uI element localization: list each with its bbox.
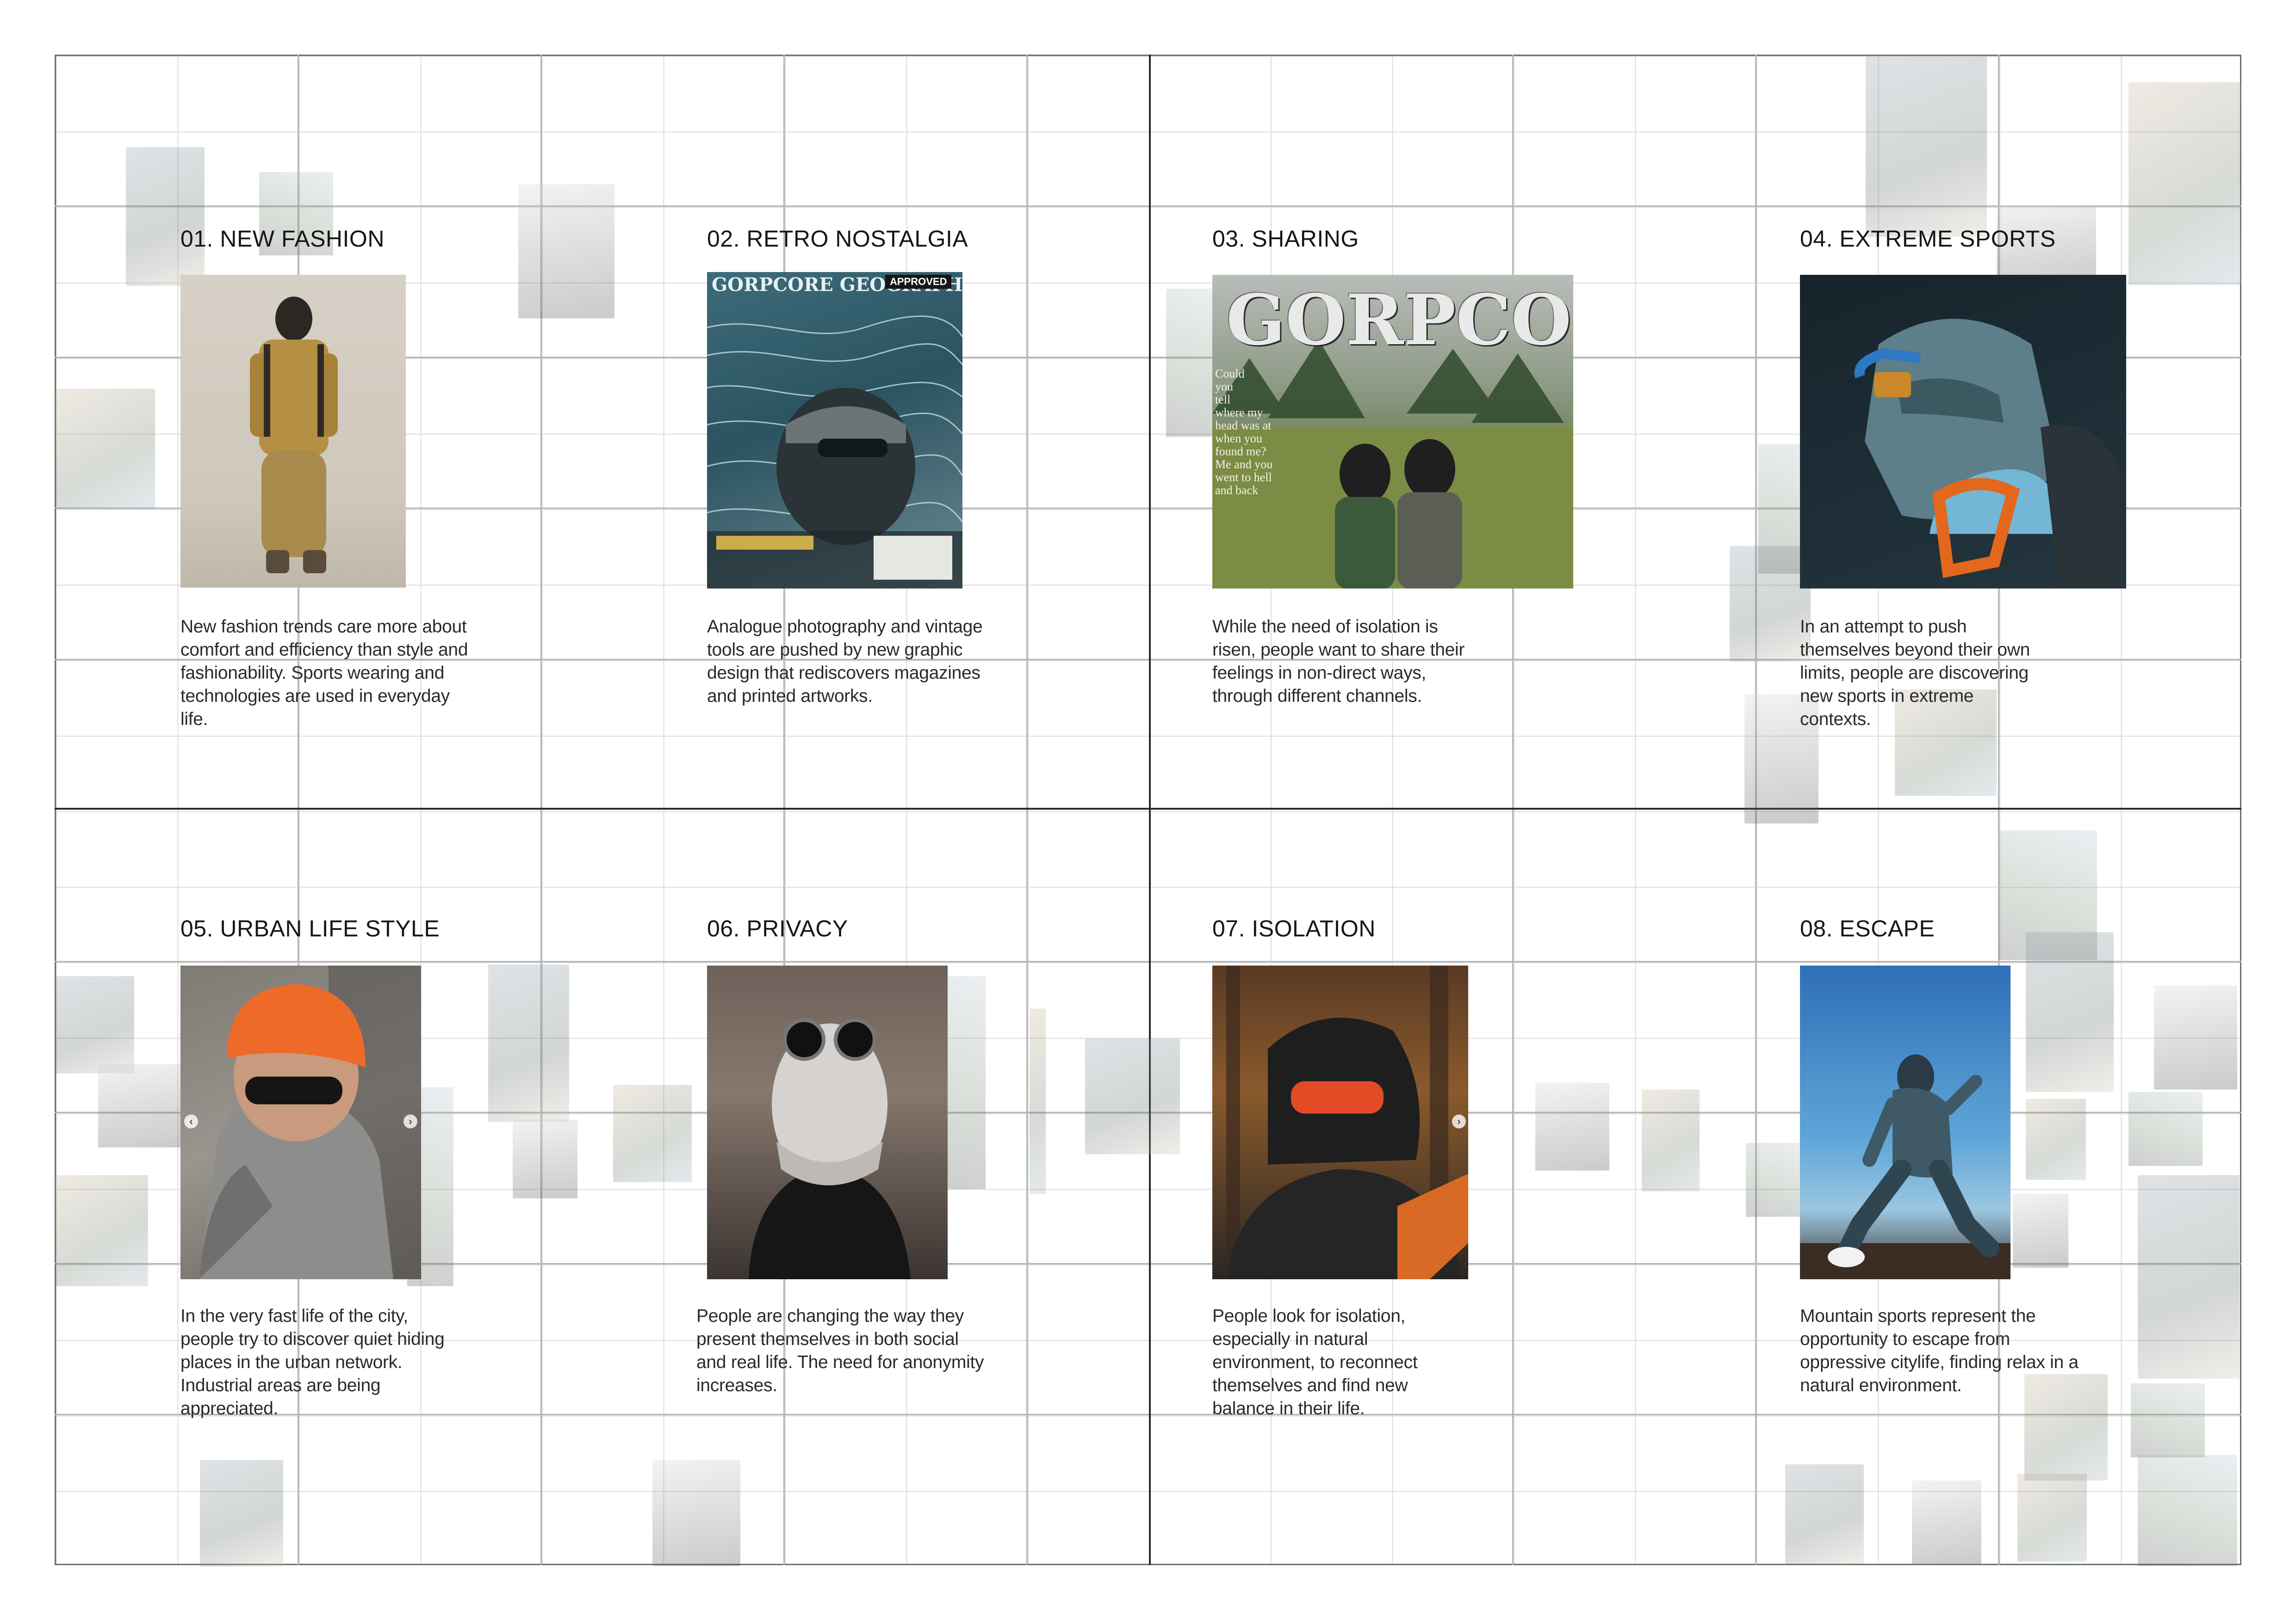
background-photo (2128, 1092, 2203, 1166)
grid-line (540, 55, 542, 1565)
background-photo (652, 1460, 740, 1566)
spread-divider-horizontal (55, 808, 2241, 810)
background-photo (200, 1460, 283, 1567)
carousel-prev-icon[interactable]: ‹ (184, 1115, 198, 1128)
beanie-portrait-icon (199, 966, 421, 1279)
grid-line (55, 1112, 2241, 1113)
background-photo (1895, 689, 1997, 796)
section-description: In an attempt to push themselves beyond … (1800, 617, 2030, 729)
background-photo (488, 965, 569, 1122)
section-description: New fashion trends care more about comfo… (180, 617, 468, 729)
climber-hood-icon (1854, 319, 2119, 588)
background-photo (2128, 82, 2241, 285)
background-photo (513, 1120, 577, 1198)
background-photo (2026, 1099, 2086, 1180)
running-figure-icon (1800, 1054, 2011, 1279)
topographic-lines-icon (707, 315, 962, 588)
new-fashion-photo (180, 275, 406, 588)
section-title: 03. SHARING (1212, 226, 1359, 252)
grid-line (1755, 55, 1756, 1565)
section-title: 06. PRIVACY (707, 916, 848, 942)
grid-line (55, 1414, 2241, 1415)
grid-line (55, 659, 2241, 660)
background-photo (2154, 985, 2237, 1090)
background-photo (613, 1085, 692, 1182)
poster-headline: GORPCORE (1226, 279, 1573, 361)
background-photo (126, 147, 205, 286)
background-photo (1746, 1143, 1801, 1217)
grid-line (55, 357, 2241, 358)
carousel-next-icon[interactable]: › (1452, 1115, 1466, 1128)
background-photo (1730, 546, 1811, 662)
section-title: 02. RETRO NOSTALGIA (707, 226, 968, 252)
grid-line (1512, 55, 1514, 1565)
isolation-photo: › (1212, 966, 1468, 1279)
background-photo (98, 1064, 181, 1147)
section-title: 08. ESCAPE (1800, 916, 1935, 942)
sharing-poster: GORPCORE Could you tell where my head wa… (1212, 275, 1573, 588)
background-photo (2013, 1194, 2068, 1268)
background-photo (1785, 1464, 1864, 1564)
privacy-photo (707, 966, 948, 1279)
background-photo (2138, 1175, 2240, 1379)
background-photo (1866, 56, 1987, 237)
model-figure-icon (250, 297, 338, 573)
urban-life-photo: ‹ › (180, 966, 421, 1279)
section-title: 05. URBAN LIFE STYLE (180, 916, 440, 942)
grid-line (298, 55, 299, 1565)
landscape-figures-icon (1212, 340, 1573, 588)
background-photo (1744, 694, 1818, 824)
extreme-sports-photo (1800, 275, 2126, 588)
background-photo (2026, 932, 2114, 1092)
section-title: 07. ISOLATION (1212, 916, 1376, 942)
background-photo (1912, 1481, 1981, 1564)
background-photo (2131, 1383, 2205, 1457)
background-photo (56, 389, 155, 509)
approved-badge: APPROVED (885, 275, 952, 289)
grid-line (783, 55, 785, 1565)
background-photo (1535, 1083, 1609, 1171)
background-photo (2024, 1374, 2108, 1481)
background-photo (259, 172, 333, 255)
background-photo (1997, 205, 2096, 286)
background-photo (1642, 1090, 1700, 1191)
spread-divider-vertical (1149, 55, 1151, 1565)
grid-line (1026, 55, 1028, 1565)
section-description: Analogue photography and vintage tools a… (707, 617, 983, 706)
grid-line (55, 1263, 2241, 1264)
background-photo (1030, 1009, 1046, 1194)
background-photo (1999, 830, 2097, 960)
hooded-figure-icon (1226, 966, 1468, 1279)
grid-line (1998, 55, 1999, 1565)
background-photo (518, 184, 614, 318)
grid-line (55, 961, 2241, 962)
grid-line (55, 205, 2241, 207)
section-title: 04. EXTREME SPORTS (1800, 226, 2056, 252)
section-description: People are changing the way they present… (696, 1306, 984, 1395)
carousel-next-icon[interactable]: › (403, 1115, 417, 1128)
grid-line (55, 508, 2241, 509)
poster-poem: Could you tell where my head was at when… (1215, 367, 1273, 497)
section-description: Mountain sports represent the opportunit… (1800, 1306, 2079, 1395)
background-photo (1085, 1039, 1180, 1154)
section-description: While the need of isolation is risen, pe… (1212, 617, 1465, 706)
escape-photo (1800, 966, 2011, 1279)
background-photo (1166, 289, 1217, 437)
section-description: In the very fast life of the city, peopl… (180, 1306, 445, 1419)
background-photo (56, 976, 134, 1073)
background-photo (2017, 1474, 2087, 1561)
section-title: 01. NEW FASHION (180, 226, 385, 252)
goggles-mask-icon (749, 1018, 911, 1279)
retro-magazine-cover: GORPCORE GEOGRAPHY APPROVED (707, 272, 962, 588)
background-photo (946, 976, 986, 1189)
background-photo (56, 1175, 148, 1286)
section-description: People look for isolation, especially in… (1212, 1306, 1418, 1419)
background-photo (2138, 1455, 2237, 1566)
